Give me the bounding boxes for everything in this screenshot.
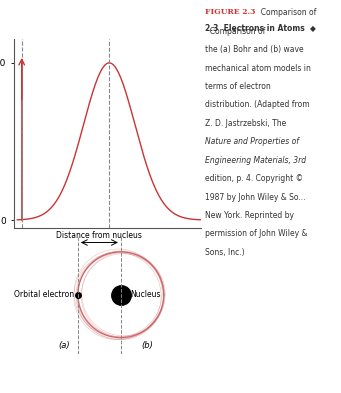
Text: Orbital electron: Orbital electron: [14, 290, 74, 299]
Text: permission of John Wiley &: permission of John Wiley &: [205, 230, 307, 239]
Text: New York. Reprinted by: New York. Reprinted by: [205, 211, 294, 220]
Text: Distance from nucleus: Distance from nucleus: [57, 231, 142, 240]
Text: Sons, Inc.): Sons, Inc.): [205, 248, 244, 257]
Text: Z. D. Jastrzebski, The: Z. D. Jastrzebski, The: [205, 119, 286, 128]
Text: terms of electron: terms of electron: [205, 82, 270, 91]
Text: Comparison of: Comparison of: [256, 8, 317, 17]
Text: mechanical atom models in: mechanical atom models in: [205, 64, 310, 73]
Text: Nucleus: Nucleus: [130, 290, 161, 299]
Text: Comparison of: Comparison of: [205, 27, 265, 36]
Text: 1987 by John Wiley & So...: 1987 by John Wiley & So...: [205, 193, 305, 202]
Text: (a): (a): [59, 342, 70, 350]
Text: edition, p. 4. Copyright ©: edition, p. 4. Copyright ©: [205, 174, 303, 183]
Text: Nature and Properties of: Nature and Properties of: [205, 137, 298, 146]
Text: (b): (b): [142, 342, 153, 350]
Text: Engineering Materials, 3rd: Engineering Materials, 3rd: [205, 156, 306, 165]
Text: 2.3  Electrons in Atoms  ◆: 2.3 Electrons in Atoms ◆: [205, 23, 315, 32]
Text: FIGURE 2.3: FIGURE 2.3: [205, 8, 255, 16]
Text: the (a) Bohr and (b) wave: the (a) Bohr and (b) wave: [205, 45, 303, 54]
Text: distribution. (Adapted from: distribution. (Adapted from: [205, 100, 309, 109]
